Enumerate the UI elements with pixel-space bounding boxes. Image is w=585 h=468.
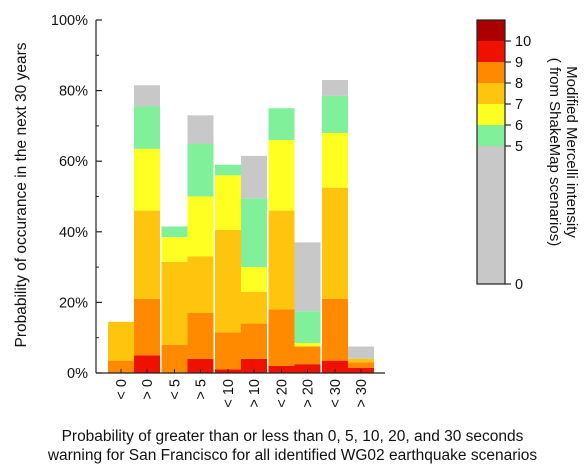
bar-segment-0-1 [108,321,134,361]
bar-segment-3-0 [187,358,214,373]
y-tick-label-4: 80% [59,84,88,100]
x-axis-label-line-1: Probability of greater than or less than… [61,428,524,445]
bar-segment-1-2 [134,210,160,299]
bar-segment-1-4 [134,106,160,149]
bar-segment-3-5 [187,115,214,144]
bar-segment-6-1 [268,309,295,366]
colorbar-band-5 [477,41,505,62]
bar-segment-4-3 [215,175,241,231]
bar-segment-2-0 [161,344,188,373]
bar-segment-7-3 [294,311,321,343]
bar-segment-6-3 [268,140,295,211]
bar-segment-8-4 [322,95,348,133]
colorbar-band-4 [477,62,505,83]
bar-segment-5-2 [241,291,267,324]
bar-segment-8-1 [322,298,348,361]
bar-segment-0-0 [108,360,134,373]
bar-segment-1-0 [134,355,160,373]
y-tick-label-2: 40% [59,225,88,241]
y-axis-label: Probability of occurance in the next 30 … [13,42,30,347]
colorbar: 0 5 6 7 8 9 10 [476,19,531,293]
bar-segment-2-1 [161,261,188,345]
bar-segment-7-2 [294,342,321,347]
x-axis-label-line-2: warning for San Francisco for all identi… [47,447,538,464]
x-tick-label-3: > 5 [194,379,210,400]
colorbar-band-3 [477,83,505,104]
y-axis: 0% 20% 40% 60% 80% 100% [51,13,102,382]
bar-segment-1-5 [134,85,160,107]
bar-segment-5-0 [241,358,267,373]
y-tick-label-1: 20% [59,295,88,311]
x-tick-label-8: < 30 [328,379,344,408]
bar-segment-8-0 [322,360,348,373]
bar-segment-9-1 [348,362,374,368]
x-tick-label-5: > 10 [247,379,263,408]
colorbar-title-line-1: Modified Mercelli intensity [563,66,580,238]
colorbar-tick-label-0: 0 [515,277,523,293]
colorbar-frame [476,19,506,285]
bar-segment-4-2 [215,230,241,333]
bar-segment-3-4 [187,143,214,197]
bar-segment-1-3 [134,148,160,211]
colorbar-band-0 [477,146,505,284]
bar-segment-8-5 [322,80,348,96]
colorbar-band-1 [477,125,505,146]
x-tick-label-6: < 20 [275,379,291,408]
x-tick-label-1: > 0 [140,379,156,400]
y-tick-label-3: 60% [59,154,88,170]
colorbar-band-6 [477,20,505,41]
colorbar-tick-label-4: 8 [515,76,523,92]
bar-segment-6-2 [268,210,295,310]
bar-segment-2-2 [161,237,188,262]
bar-segment-9-2 [348,358,374,363]
bar-segment-1-1 [134,298,160,356]
bar-segment-5-4 [241,198,267,268]
bar-segment-5-3 [241,267,267,292]
colorbar-tick-label-3: 7 [515,97,523,113]
bar-segment-3-1 [187,312,214,359]
bar-segment-5-1 [241,323,267,359]
bar-segment-3-2 [187,256,214,313]
x-tick-label-9: > 30 [354,379,370,408]
y-tick-label-0: 0% [67,366,88,382]
bar-segment-8-3 [322,132,348,188]
bar-segment-7-1 [294,346,321,365]
bar-segment-9-3 [348,346,374,359]
bar-segment-4-1 [215,332,241,370]
bar-segment-7-0 [294,364,321,373]
x-tick-label-4: < 10 [221,379,237,408]
plot-area [108,80,374,373]
bar-segment-4-4 [215,164,241,176]
bar-segment-5-5 [241,155,267,199]
x-axis: < 0 > 0 < 5 > 5 < 10 > 10 < 20 > 20 < 30 > 30 [96,369,385,408]
bar-segment-7-4 [294,242,321,312]
x-tick-label-2: < 5 [168,379,184,400]
colorbar-tick-label-1: 5 [515,139,523,155]
colorbar-title-line-2: ( from ShakeMap scenarios) [546,58,563,246]
y-tick-label-5: 100% [51,13,88,29]
bar-segment-8-2 [322,187,348,299]
colorbar-tick-label-2: 6 [515,118,523,134]
x-tick-label-7: > 20 [301,379,317,408]
colorbar-tick-label-6: 10 [515,34,531,50]
x-tick-label-0: < 0 [114,379,130,400]
bar-segment-2-3 [161,226,188,238]
colorbar-band-2 [477,104,505,125]
bar-segment-3-3 [187,196,214,257]
bar-segment-6-4 [268,108,295,141]
colorbar-tick-label-5: 9 [515,55,523,71]
chart: 0%20%40%60%80%100% < 0 > 0 < 5 > 5 < 10 > 10 <… [13,13,580,408]
